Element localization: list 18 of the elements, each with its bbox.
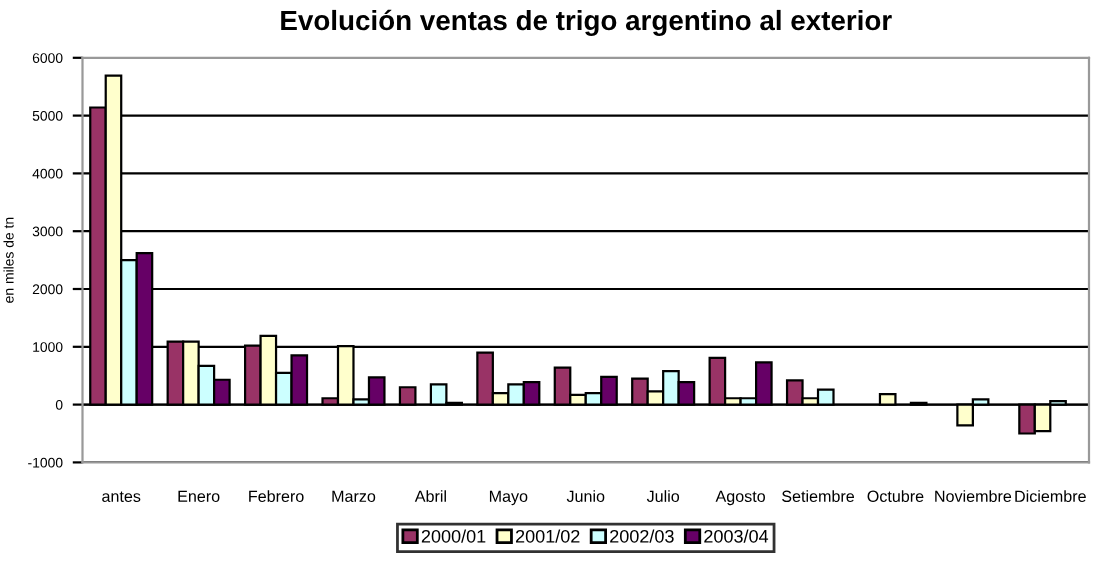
x-tick-label: Junio: [566, 490, 605, 503]
x-tick-label: Setiembre: [782, 490, 855, 503]
x-tick-label: Abril: [414, 490, 446, 503]
legend-label: 2000/01: [421, 529, 486, 543]
x-tick-label: Enero: [178, 490, 220, 503]
x-tick-label: antes: [102, 491, 141, 503]
legend-label: 2001/02: [515, 529, 580, 543]
x-tick-label: Febrero: [249, 490, 304, 503]
x-tick-label: Agosto: [715, 490, 765, 506]
x-tick-label: Octubre: [867, 490, 924, 503]
x-tick-label: Noviembre: [935, 490, 1012, 503]
legend-label: 2003/04: [704, 529, 769, 543]
chart-title: Evolución ventas de trigo argentino al exterior: [281, 9, 892, 36]
x-tick-label: Marzo: [332, 490, 376, 503]
legend-label: 2002/03: [610, 529, 674, 543]
x-tick-label: Diciembre: [1015, 490, 1086, 503]
x-tick-label: Mayo: [489, 490, 528, 506]
x-tick-label: Julio: [646, 490, 680, 503]
